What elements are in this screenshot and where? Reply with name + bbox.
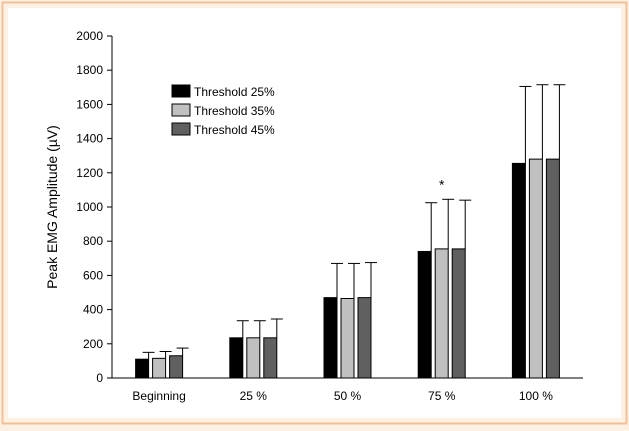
legend-label: Threshold 25% [194, 85, 275, 99]
x-tick-label: Beginning [132, 389, 185, 403]
bar [357, 297, 372, 379]
legend-swatch [171, 84, 191, 98]
y-tick-label: 1400 [76, 132, 103, 146]
bar [545, 158, 560, 379]
y-tick-label: 1200 [76, 166, 103, 180]
bar [340, 297, 355, 379]
bar [246, 337, 261, 379]
legend-label: Threshold 35% [194, 104, 275, 118]
bar [434, 248, 449, 379]
y-tick-label: 2000 [76, 29, 103, 43]
bar [417, 250, 432, 379]
bar [511, 162, 526, 379]
bars: * [135, 84, 566, 379]
bar [528, 158, 543, 379]
y-tick-label: 1800 [76, 63, 103, 77]
y-tick-label: 0 [96, 371, 103, 385]
y-tick-label: 1000 [76, 200, 103, 214]
y-tick-label: 200 [83, 337, 103, 351]
bar [451, 248, 466, 379]
legend-label: Threshold 45% [194, 123, 275, 137]
legend-swatch [171, 103, 191, 117]
y-tick-label: 600 [83, 268, 103, 282]
axes: 0 200 400 600 800 1000 1200 1400 1600 1800 2000 Beg… [76, 29, 583, 403]
bar [263, 337, 278, 379]
y-axis-label: Peak EMG Amplitude (µV) [44, 125, 60, 289]
bar [169, 355, 184, 379]
bar [152, 357, 167, 379]
x-tick-label: 75 % [428, 389, 456, 403]
y-tick-label: 800 [83, 234, 103, 248]
x-tick-label: 50 % [334, 389, 362, 403]
bar [135, 358, 150, 379]
significance-marker: * [439, 176, 445, 192]
x-tick-label: 100 % [519, 389, 553, 403]
y-tick-label: 400 [83, 303, 103, 317]
legend: Threshold 25% Threshold 35% Threshold 45% [171, 84, 275, 137]
bar [323, 297, 338, 379]
bar [229, 337, 244, 379]
legend-swatch [171, 122, 191, 136]
x-tick-label: 25 % [240, 389, 268, 403]
y-tick-label: 1600 [76, 97, 103, 111]
